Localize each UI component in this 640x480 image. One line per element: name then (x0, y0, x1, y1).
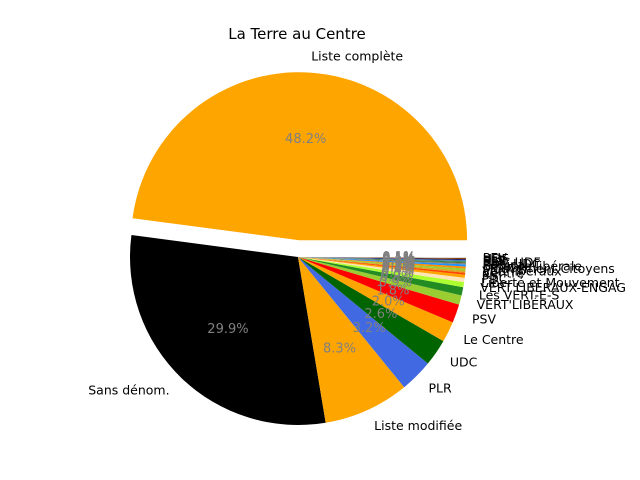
slice-percent-ps: 0.2% (382, 260, 415, 275)
slice-percent-prd: 0.1% (382, 252, 415, 267)
slice-label-entente-lib-rale: Entente libérale (483, 259, 583, 274)
slice-percent-entente-lib-rale: 0.2% (382, 255, 415, 270)
pie-slices (130, 72, 468, 426)
pie-slice-libert-et-mouvement (298, 257, 465, 283)
slice-percent-radical: 0.1% (382, 254, 415, 269)
slice-percent-pdc-udc: 0.1% (382, 253, 415, 268)
pie-slice-pdc (298, 257, 466, 278)
slice-label-psv: PSV (472, 312, 496, 327)
slice-percent-pev: 0.1% (382, 250, 415, 265)
pie-slice-liste-compl-te (132, 72, 468, 241)
slice-percent-udf: 0.1% (382, 250, 415, 265)
slice-percent-libert-et-mouvement: 0.4% (381, 263, 414, 278)
pie-slice-pdc-udc (298, 257, 466, 264)
slice-percent-les-vert-e-s: 0.8% (380, 270, 413, 285)
pie-slice-udc-udf (298, 257, 466, 263)
pie-slice-udf (298, 257, 466, 260)
pie-slice-vert-lib-raux (298, 257, 462, 305)
slice-percent-vert-liberaux-engag: 0.5% (381, 266, 414, 281)
pie-slice-liste-modifi-e (298, 257, 405, 423)
chart-title: La Terre au Centre (228, 25, 366, 43)
slice-label-liste-compl-te: Liste complète (311, 48, 403, 63)
slice-label-pdc: PDC (482, 271, 508, 286)
slice-label-pev: PEV (483, 250, 507, 265)
slice-percent-liste-modifi-e: 8.3% (323, 341, 356, 356)
slice-percent-pls: 0.1% (382, 251, 415, 266)
slice-label-les-vert-e-s: Les VERT-E-S (479, 287, 560, 302)
slice-percent-udc-udf: 0.1% (382, 252, 415, 267)
pie-slice-prd (298, 257, 466, 262)
slice-percent-mouvement-citoyens: 0.2% (382, 256, 415, 271)
slice-label-centre: Centre (482, 266, 524, 281)
slice-percent-centre: 0.2% (382, 258, 415, 273)
slice-label-plr: PLR (428, 380, 452, 395)
pie-slice-le-centre (298, 257, 453, 342)
slice-percent-plr: 3.2% (353, 321, 386, 336)
pie-slice-sans-d-nom (130, 235, 326, 426)
slice-label-radical: Radical (483, 257, 528, 272)
pie-slice-les-vert-e-s (298, 257, 464, 296)
slice-label-vert-liberaux-engag: VERT'LIBERAUX-ENGAG (480, 280, 626, 295)
pie-slice-ps (298, 257, 466, 275)
slice-percent-psv: 1.8% (376, 283, 409, 298)
slice-label-pdc-udc: PDC-UDC (483, 256, 541, 271)
slice-label-vert-lib-raux: VERT'LIBÉRAUX (477, 297, 574, 312)
pie-slice-psv (298, 257, 460, 323)
slice-label-udc-udf: UDC-UDF (483, 255, 541, 270)
slice-percent-udc: 2.6% (364, 307, 397, 322)
percent-labels: 48.2%29.9%8.3%3.2%2.6%2.0%1.8%0.9%0.8%0.… (207, 132, 415, 356)
pie-slice-vert-liberaux-engag (298, 257, 465, 288)
pie-slice-plr (298, 257, 428, 388)
slice-label-mouvement-citoyens: Mouvement Citoyens (482, 261, 614, 276)
slice-label-ps: PS (482, 268, 498, 283)
pie-slice-centre (298, 257, 466, 273)
slice-label-liste-modifi-e: Liste modifiée (374, 418, 462, 433)
slice-labels: Liste complète Sans dénom. Liste modifiée P… (88, 48, 626, 433)
slice-label-vert-lib-raux: Vert'libéraux (482, 263, 561, 278)
slice-label-prd: PRD (483, 254, 509, 269)
slice-label-pls: PLS (483, 252, 506, 267)
pie-slice-entente-lib-rale (298, 257, 466, 267)
slice-label-sans-d-nom: Sans dénom. (88, 382, 169, 397)
slice-percent-le-centre: 2.0% (372, 294, 405, 309)
slice-percent-sans-d-nom: 29.9% (207, 322, 248, 337)
pie-slice-pls (298, 257, 466, 261)
pie-slice-pev (298, 257, 466, 259)
slice-label-udf: UDF (483, 251, 509, 266)
slice-percent-liste-compl-te: 48.2% (285, 132, 326, 147)
slice-percent-vert-lib-raux: 0.9% (379, 275, 412, 290)
pie-slice-udc (298, 257, 444, 364)
slice-label-udc: UDC (450, 355, 478, 370)
slice-label-le-centre: Le Centre (463, 332, 524, 347)
slice-percent-vert-lib-raux: 0.2% (382, 257, 415, 272)
pie-slice-mouvement-citoyens (298, 257, 466, 269)
pie-slice-vert-lib-raux (298, 257, 466, 271)
slice-percent-pdc: 0.3% (382, 261, 415, 276)
pie-slice-radical (298, 257, 466, 265)
slice-label-libert-et-mouvement: Liberté et Mouvement (481, 275, 620, 290)
